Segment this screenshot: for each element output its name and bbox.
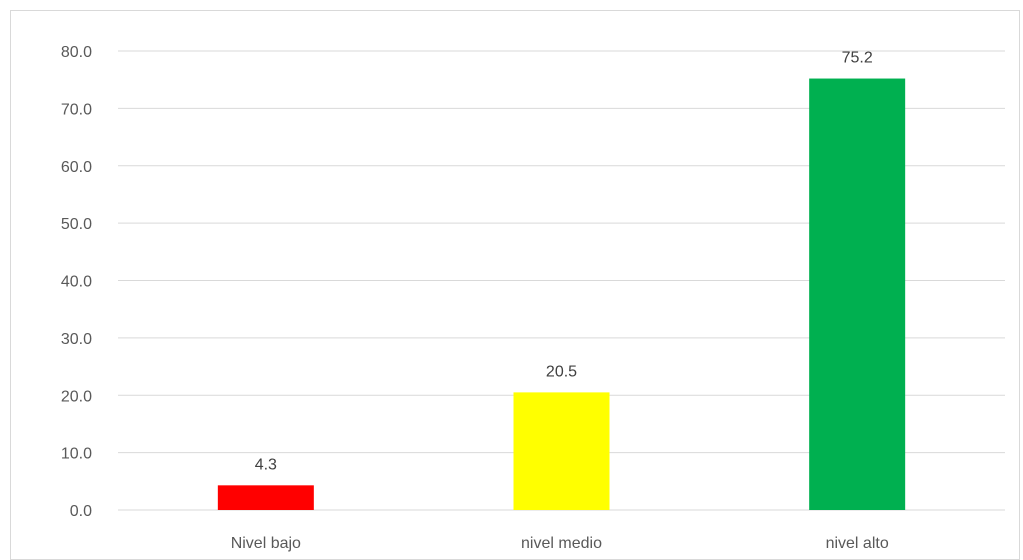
x-category-label: Nivel bajo [231,535,301,552]
data-labels: 4.3 20.5 75.2 [255,50,873,474]
x-category-label: nivel alto [826,535,889,552]
bar [809,78,906,510]
y-tick-label: 10.0 [61,446,92,463]
y-tick-label: 60.0 [61,159,92,176]
bar [217,485,314,510]
y-tick-label: 80.0 [61,44,92,61]
y-tick-label: 50.0 [61,216,92,233]
x-axis-category-labels: Nivel bajo nivel medio nivel alto [231,535,889,552]
y-axis-tick-labels: 0.0 10.0 20.0 30.0 40.0 50.0 60.0 70.0 80.0 [61,44,92,520]
data-label: 20.5 [546,363,577,380]
y-tick-label: 30.0 [61,331,92,348]
y-tick-label: 40.0 [61,274,92,291]
bar [513,392,610,510]
x-category-label: nivel medio [521,535,602,552]
bars [217,78,906,510]
y-tick-label: 0.0 [70,503,92,520]
y-tick-label: 70.0 [61,101,92,118]
data-label: 75.2 [842,50,873,67]
data-label: 4.3 [255,456,277,473]
y-tick-label: 20.0 [61,388,92,405]
